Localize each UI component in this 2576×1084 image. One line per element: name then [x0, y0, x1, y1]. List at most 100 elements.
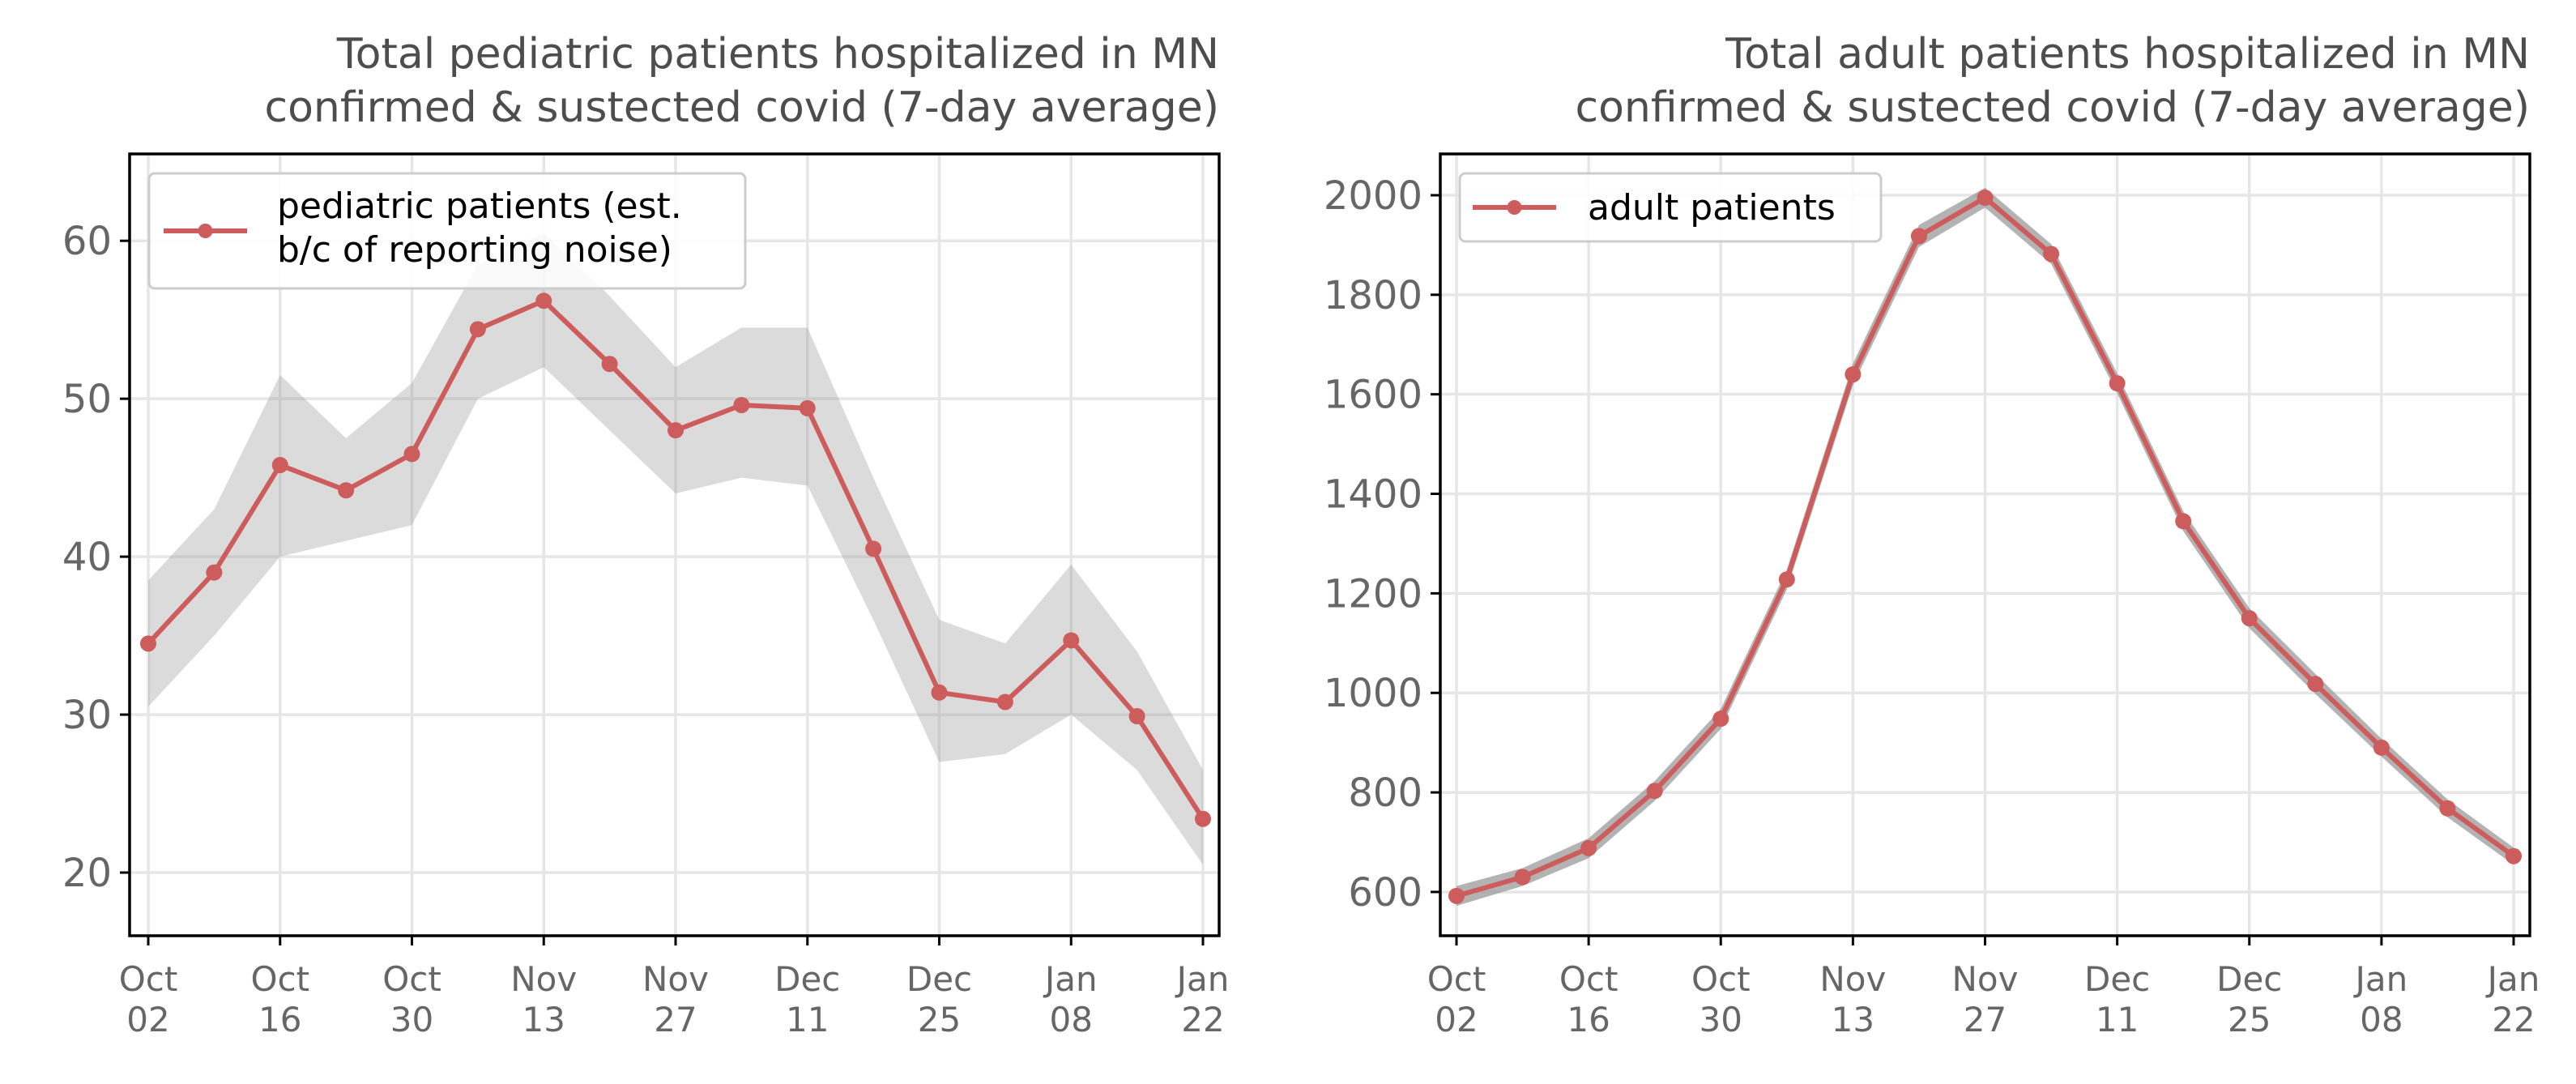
data-point: [1712, 711, 1729, 728]
data-point: [667, 422, 684, 439]
x-tick-label-day: 25: [918, 1000, 961, 1039]
x-tick-label-day: 11: [2096, 1000, 2139, 1039]
x-axis-ticks: Oct02Oct16Oct30Nov13Nov27Dec11Dec25Jan08…: [119, 936, 1230, 1039]
data-point: [2439, 800, 2456, 817]
y-tick-label: 50: [62, 377, 112, 422]
x-tick-label-day: 02: [1435, 1000, 1478, 1039]
data-point: [1063, 632, 1080, 649]
data-point: [1580, 839, 1597, 856]
legend-label: adult patients: [1588, 187, 1836, 228]
legend: adult patients: [1458, 172, 1883, 243]
x-tick-label-day: 16: [1567, 1000, 1610, 1039]
data-point: [2043, 245, 2060, 262]
x-tick-label-day: 11: [786, 1000, 829, 1039]
y-tick-label: 30: [62, 693, 112, 738]
x-tick-label-day: 13: [522, 1000, 565, 1039]
data-point: [1448, 887, 1465, 904]
x-axis-ticks: Oct02Oct16Oct30Nov13Nov27Dec11Dec25Jan08…: [1427, 936, 2540, 1039]
data-point: [271, 457, 288, 474]
data-points: [1448, 190, 2522, 904]
y-tick-label: 600: [1348, 870, 1422, 915]
data-point: [2175, 513, 2192, 530]
data-point: [1778, 571, 1795, 588]
data-point: [799, 399, 816, 416]
data-point: [403, 446, 420, 463]
data-point: [601, 356, 618, 373]
y-tick-label: 60: [62, 219, 112, 264]
uncertainty-band-area: [148, 233, 1203, 865]
adult-chart: Total adult patients hospitalized in MN …: [1324, 30, 2540, 1039]
data-point: [865, 540, 882, 557]
legend: pediatric patients (est. b/c of reporting…: [147, 172, 747, 290]
x-tick-label-day: 22: [2492, 1000, 2535, 1039]
data-point: [931, 684, 948, 701]
chart-title-line-2: confirmed & sustected covid (7-day avera…: [1575, 83, 2530, 132]
data-points: [140, 292, 1211, 827]
legend-marker-swatch: [198, 224, 213, 238]
x-tick-label-month: Dec: [2216, 959, 2282, 999]
x-tick-label-day: 25: [2228, 1000, 2271, 1039]
data-point: [2307, 676, 2324, 693]
legend-box: [147, 172, 747, 290]
legend-label: pediatric patients (est. b/c of reporting…: [277, 186, 682, 271]
x-tick-label-month: Jan: [2353, 959, 2408, 999]
data-point: [469, 321, 486, 338]
y-tick-label: 20: [62, 851, 112, 896]
grid-lines: [1440, 154, 2530, 936]
y-tick-label: 2000: [1324, 173, 1422, 219]
x-tick-label-month: Oct: [1427, 959, 1486, 999]
data-point: [2241, 610, 2258, 627]
x-tick-label-month: Jan: [2485, 959, 2540, 999]
data-point: [1195, 810, 1211, 827]
x-tick-label-month: Oct: [1691, 959, 1751, 999]
data-point: [1128, 708, 1145, 725]
x-tick-label-month: Nov: [642, 959, 709, 999]
y-tick-label: 40: [62, 535, 112, 580]
y-tick-label: 800: [1348, 770, 1422, 816]
x-tick-label-month: Oct: [1559, 959, 1619, 999]
data-point: [2373, 739, 2390, 756]
y-tick-label: 1000: [1324, 671, 1422, 716]
x-tick-label-day: 13: [1832, 1000, 1874, 1039]
x-tick-label-month: Nov: [510, 959, 577, 999]
y-tick-label: 1800: [1324, 273, 1422, 318]
data-point: [535, 292, 552, 309]
data-point: [1977, 190, 1994, 207]
x-tick-label-month: Jan: [1175, 959, 1230, 999]
x-tick-label-month: Dec: [906, 959, 972, 999]
uncertainty-band: [148, 233, 1203, 865]
y-tick-label: 1200: [1324, 571, 1422, 617]
chart-title-line-1: Total adult patients hospitalized in MN: [1725, 30, 2530, 79]
x-tick-label-month: Dec: [2084, 959, 2150, 999]
x-tick-label-day: 22: [1181, 1000, 1224, 1039]
data-point: [1910, 228, 1927, 245]
data-point: [733, 396, 750, 413]
data-point: [996, 694, 1013, 711]
x-tick-label-day: 08: [2360, 1000, 2403, 1039]
data-point: [1845, 366, 1862, 383]
x-tick-label-month: Nov: [1952, 959, 2019, 999]
x-tick-label-day: 27: [1964, 1000, 2007, 1039]
x-tick-label-day: 16: [258, 1000, 301, 1039]
pediatric-chart: Total pediatric patients hospitalized in…: [62, 30, 1229, 1039]
x-tick-label-month: Oct: [119, 959, 178, 999]
data-point: [140, 635, 156, 652]
x-tick-label-month: Jan: [1043, 959, 1098, 999]
y-axis-ticks: 600 800 1000 1200 1400 1600 1800 2000: [1324, 173, 1440, 915]
chart-title-line-1: Total pediatric patients hospitalized in…: [336, 30, 1219, 79]
data-point: [338, 482, 355, 499]
x-tick-label-month: Nov: [1819, 959, 1886, 999]
x-tick-label-day: 08: [1050, 1000, 1093, 1039]
y-axis-ticks: 20 30 40 50 60: [62, 219, 130, 896]
data-point: [1646, 783, 1663, 800]
data-point: [2506, 847, 2522, 864]
data-point: [2109, 375, 2126, 392]
x-tick-label-day: 27: [654, 1000, 697, 1039]
x-tick-label-day: 30: [1700, 1000, 1742, 1039]
chart-title-line-2: confirmed & sustected covid (7-day avera…: [264, 83, 1219, 132]
data-point: [1514, 868, 1531, 886]
x-tick-label-day: 02: [126, 1000, 169, 1039]
data-point: [206, 564, 223, 581]
y-tick-label: 1600: [1324, 373, 1422, 418]
